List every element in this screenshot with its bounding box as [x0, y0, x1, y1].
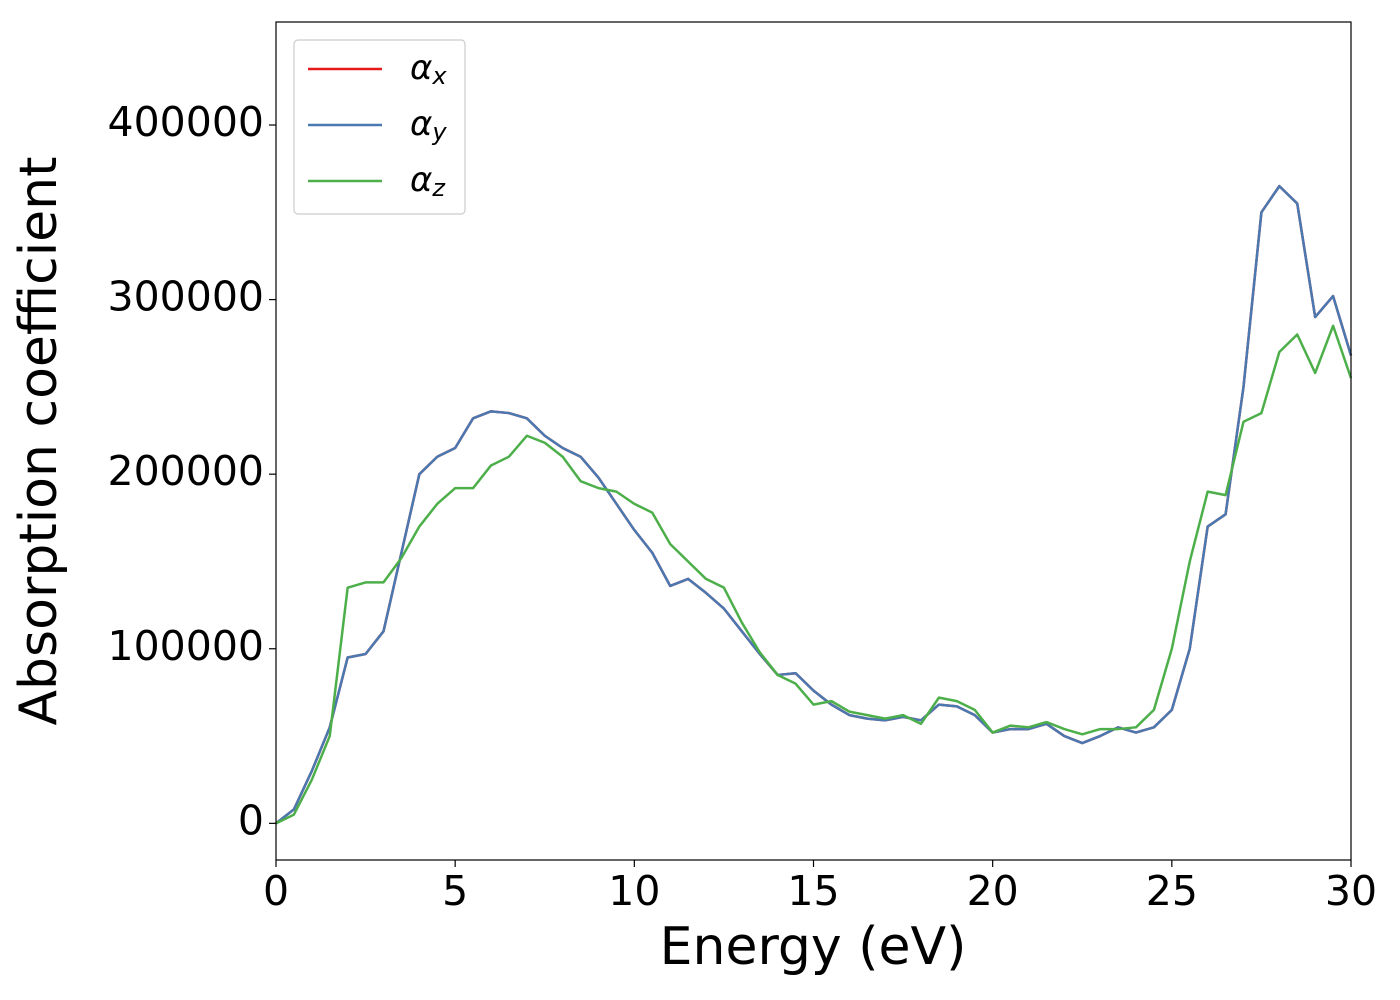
plot-frame — [275, 21, 1352, 861]
legend-label: αx — [410, 48, 447, 91]
x-tick-label: 5 — [442, 867, 468, 915]
legend-label: αy — [410, 104, 447, 147]
y-axis-label: Absorption coefficient — [9, 156, 69, 725]
series-line — [275, 324, 1353, 825]
y-tick-label: 400000 — [107, 98, 264, 146]
y-tick-label: 0 — [238, 796, 264, 844]
y-tick-label: 200000 — [107, 447, 264, 495]
series-line — [275, 184, 1353, 825]
y-tick-label: 300000 — [107, 273, 264, 321]
x-tick-label: 15 — [787, 867, 839, 915]
x-tick-label: 25 — [1146, 867, 1198, 915]
legend-label: αz — [410, 160, 446, 203]
y-tick-label: 100000 — [107, 622, 264, 670]
x-tick-label: 30 — [1325, 867, 1377, 915]
x-axis-label: Energy (eV) — [660, 917, 967, 977]
x-tick-label: 20 — [967, 867, 1019, 915]
x-tick-label: 10 — [608, 867, 660, 915]
legend-box — [293, 39, 466, 215]
x-tick-label: 0 — [263, 867, 289, 915]
